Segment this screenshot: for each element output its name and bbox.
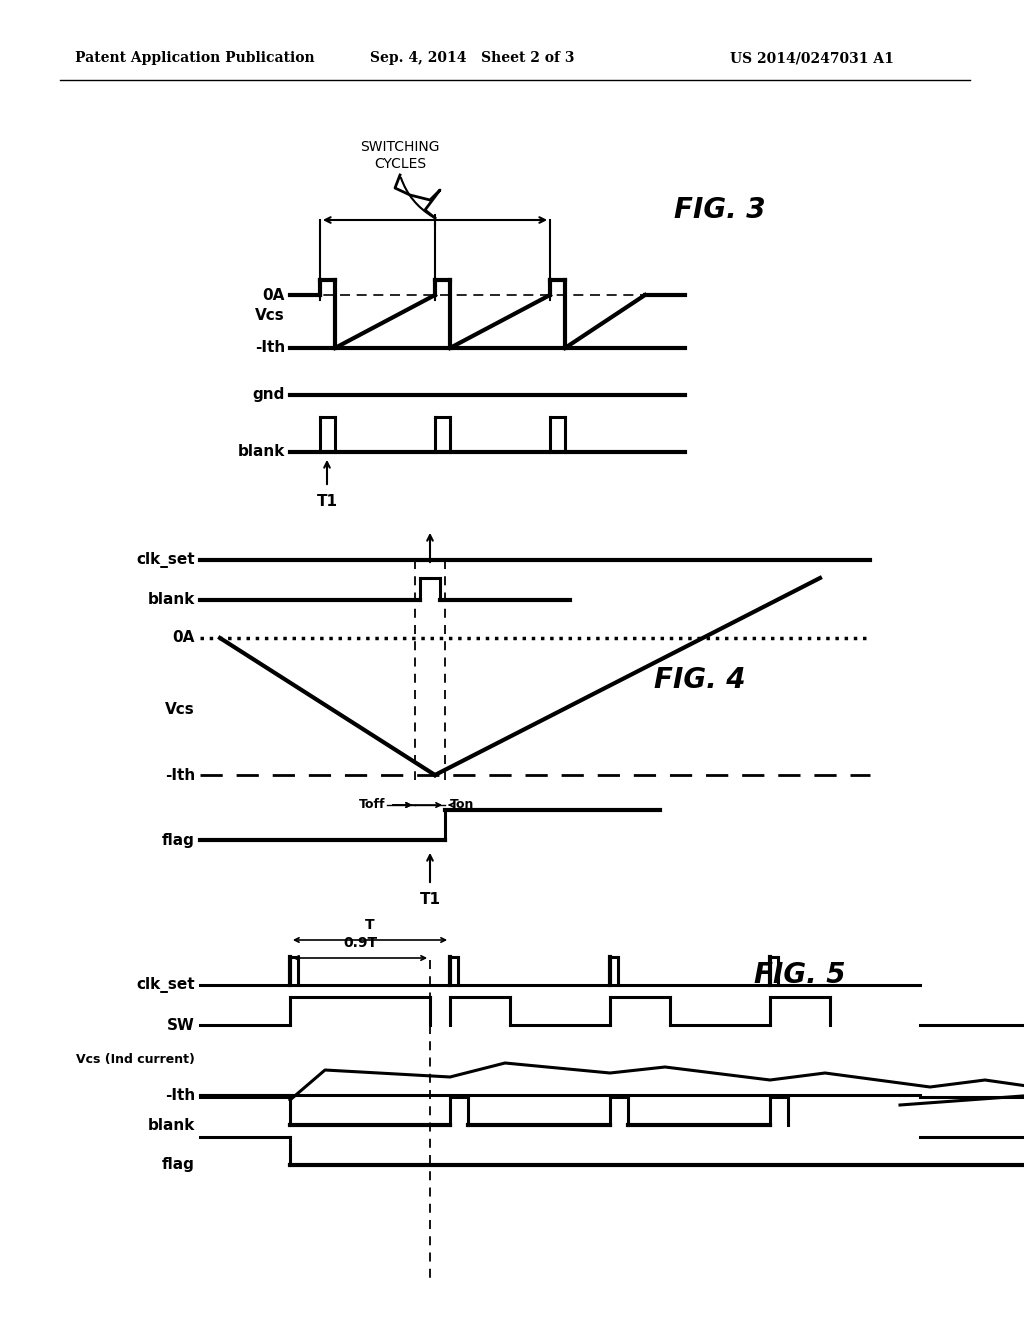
Text: SWITCHING
CYCLES: SWITCHING CYCLES [360, 140, 439, 172]
Text: -Ith: -Ith [165, 1088, 195, 1102]
Text: -Ith: -Ith [165, 767, 195, 783]
Text: Toff: Toff [358, 799, 385, 812]
Text: clk_set: clk_set [136, 552, 195, 568]
Text: -Ith: -Ith [255, 341, 285, 355]
Text: T1: T1 [420, 892, 440, 908]
Text: clk_set: clk_set [136, 977, 195, 993]
Text: gnd: gnd [253, 388, 285, 403]
Text: blank: blank [147, 593, 195, 607]
Text: T1: T1 [316, 495, 338, 510]
Text: 0.9T: 0.9T [343, 936, 377, 950]
Text: flag: flag [162, 833, 195, 847]
Text: SW: SW [167, 1018, 195, 1032]
Text: FIG. 3: FIG. 3 [674, 195, 766, 224]
Text: US 2014/0247031 A1: US 2014/0247031 A1 [730, 51, 894, 65]
Text: blank: blank [238, 445, 285, 459]
Text: 0A: 0A [173, 631, 195, 645]
Text: flag: flag [162, 1158, 195, 1172]
Text: FIG. 5: FIG. 5 [755, 961, 846, 989]
Text: Sep. 4, 2014   Sheet 2 of 3: Sep. 4, 2014 Sheet 2 of 3 [370, 51, 574, 65]
Text: FIG. 4: FIG. 4 [654, 667, 745, 694]
Text: blank: blank [147, 1118, 195, 1133]
Text: 0A: 0A [262, 288, 285, 302]
Text: Ton: Ton [450, 799, 474, 812]
Text: Vcs: Vcs [255, 309, 285, 323]
Text: T: T [366, 917, 375, 932]
Text: Patent Application Publication: Patent Application Publication [75, 51, 314, 65]
Text: Vcs: Vcs [165, 702, 195, 718]
Text: Vcs (Ind current): Vcs (Ind current) [76, 1053, 195, 1067]
